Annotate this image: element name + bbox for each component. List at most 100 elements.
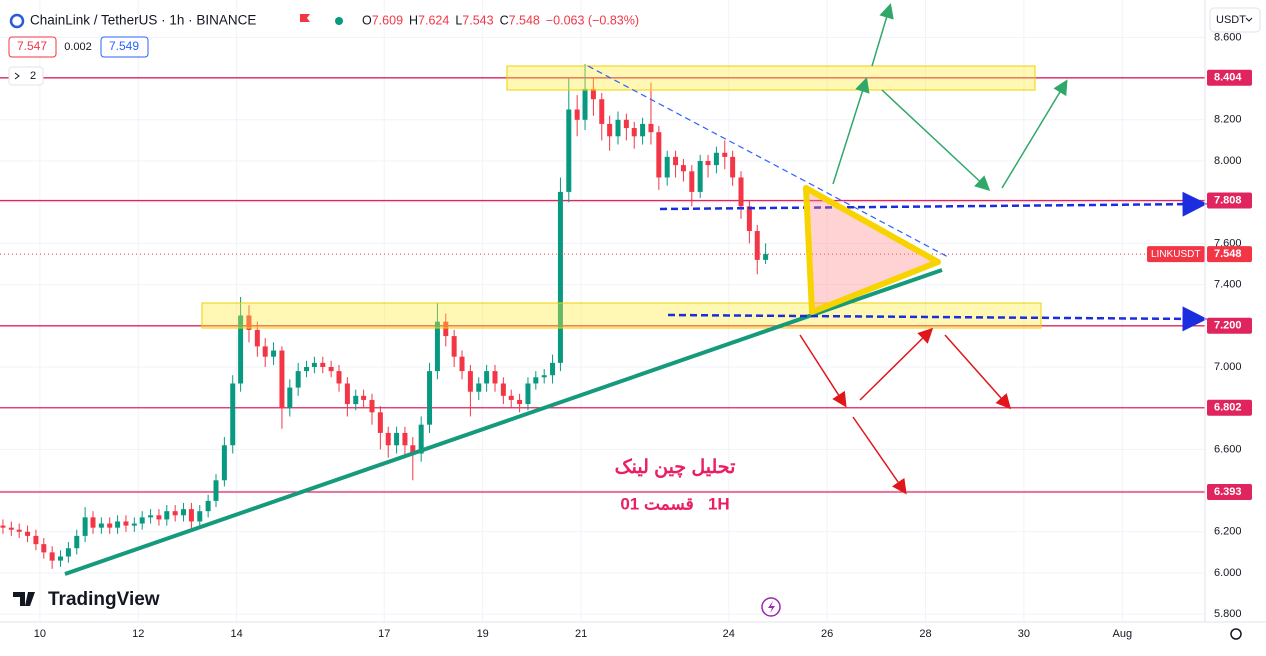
logo: TradingView bbox=[48, 589, 160, 610]
candle-body bbox=[385, 432, 391, 446]
candle-body bbox=[673, 156, 679, 166]
candle-body bbox=[320, 362, 326, 367]
legend-value: 7.548 bbox=[509, 13, 540, 27]
level-tag bbox=[1207, 399, 1252, 416]
y-tick-label: 6.000 bbox=[1214, 567, 1242, 579]
candle-body bbox=[82, 517, 88, 536]
candle-body bbox=[697, 161, 703, 192]
candle-body bbox=[615, 119, 621, 137]
x-tick-label: 28 bbox=[919, 628, 931, 640]
bull-arrows bbox=[832, 3, 1068, 192]
level-label: 6.802 bbox=[1214, 402, 1242, 414]
candle-body bbox=[631, 128, 637, 137]
candle-body bbox=[623, 119, 629, 129]
candle-body bbox=[98, 523, 104, 528]
candle-body bbox=[427, 371, 433, 425]
legend-key: L bbox=[455, 13, 462, 27]
symbol-title[interactable]: ChainLink / TetherUS · 1h · BINANCE bbox=[30, 13, 256, 28]
indicator-count: 2 bbox=[30, 70, 36, 82]
candle-body bbox=[328, 366, 334, 372]
candle-body bbox=[508, 395, 514, 400]
level-tag bbox=[1207, 69, 1252, 86]
legend-key: C bbox=[500, 13, 509, 27]
candle-body bbox=[131, 523, 137, 526]
candle-body bbox=[434, 321, 440, 372]
supply-zone bbox=[506, 65, 1036, 91]
y-tick-label: 8.000 bbox=[1214, 155, 1242, 167]
target-line bbox=[659, 191, 1208, 217]
candle-body bbox=[8, 527, 14, 530]
level-label: 7.808 bbox=[1214, 194, 1242, 206]
candle-body bbox=[705, 161, 711, 166]
candle-body bbox=[205, 500, 211, 512]
candle-body bbox=[640, 123, 646, 137]
bid-box[interactable] bbox=[8, 36, 57, 58]
symbol-label: LINKUSDT bbox=[1151, 249, 1200, 260]
last-price-label: 7.548 bbox=[1214, 248, 1242, 260]
candle-body bbox=[353, 395, 359, 405]
candle-body bbox=[525, 383, 531, 405]
candle-body bbox=[492, 371, 498, 384]
legend-value: −0.063 (−0.83%) bbox=[546, 13, 639, 27]
drawings: تحلیل چین لینک 1H قسمت 01 bbox=[64, 3, 1208, 576]
candle-body bbox=[65, 548, 71, 557]
candle-body bbox=[271, 350, 277, 357]
level-label: 8.404 bbox=[1214, 72, 1242, 84]
candle-body bbox=[648, 123, 654, 133]
candle-body bbox=[25, 531, 31, 536]
candle-body bbox=[410, 445, 416, 454]
candle-body bbox=[722, 152, 728, 157]
candle-body bbox=[459, 356, 465, 372]
dropdown bbox=[1245, 17, 1253, 22]
level-tag bbox=[1207, 192, 1252, 209]
candle-body bbox=[139, 517, 145, 524]
candle-body bbox=[238, 315, 244, 384]
currency-button[interactable] bbox=[1209, 7, 1261, 33]
x-tick-label: 17 bbox=[378, 628, 390, 640]
legend-value: 7.624 bbox=[418, 13, 449, 27]
legend-key: O bbox=[362, 13, 372, 27]
resistance-trendline bbox=[587, 65, 951, 259]
price-layer bbox=[0, 0, 1205, 622]
candle-body bbox=[262, 346, 268, 357]
candle-body bbox=[394, 432, 400, 446]
settings-icon[interactable] bbox=[1230, 628, 1242, 640]
candle-body bbox=[254, 329, 260, 347]
y-tick-label: 6.600 bbox=[1214, 443, 1242, 455]
candle-body bbox=[566, 109, 572, 192]
flag[interactable] bbox=[300, 14, 310, 22]
candle-body bbox=[123, 521, 129, 526]
triangle-pattern bbox=[803, 185, 941, 315]
candle-body bbox=[664, 156, 670, 178]
ask: 7.549 bbox=[109, 39, 139, 53]
x-tick-label: 14 bbox=[231, 628, 243, 640]
annotation: 1H قسمت 01 bbox=[620, 494, 729, 513]
candle-body bbox=[607, 123, 613, 137]
candle-body bbox=[369, 399, 375, 413]
candle-body bbox=[156, 515, 162, 520]
candle-body bbox=[213, 480, 219, 501]
candle-body bbox=[656, 132, 662, 178]
annotation: تحلیل چین لینک bbox=[615, 457, 736, 478]
candle-body bbox=[680, 165, 686, 172]
candle-body bbox=[533, 377, 539, 384]
candle-body bbox=[164, 511, 170, 520]
x-tick-label: 26 bbox=[821, 628, 833, 640]
x-tick-label: 19 bbox=[477, 628, 489, 640]
candle-body bbox=[172, 511, 178, 516]
candle-body bbox=[500, 383, 506, 396]
x-tick-label: 12 bbox=[132, 628, 144, 640]
ask-box[interactable] bbox=[100, 36, 149, 58]
candle-body bbox=[41, 544, 47, 553]
legend-value: 7.609 bbox=[372, 13, 403, 27]
y-tick-label: 6.200 bbox=[1214, 526, 1242, 538]
candle-body bbox=[599, 99, 605, 124]
indicator-toggle[interactable] bbox=[8, 66, 44, 86]
candle-body bbox=[713, 152, 719, 166]
candle-body bbox=[763, 254, 769, 260]
x-tick-label: 10 bbox=[34, 628, 46, 640]
x-tick-label: Aug bbox=[1113, 628, 1133, 640]
candle-body bbox=[58, 556, 64, 561]
market-status bbox=[335, 17, 343, 25]
